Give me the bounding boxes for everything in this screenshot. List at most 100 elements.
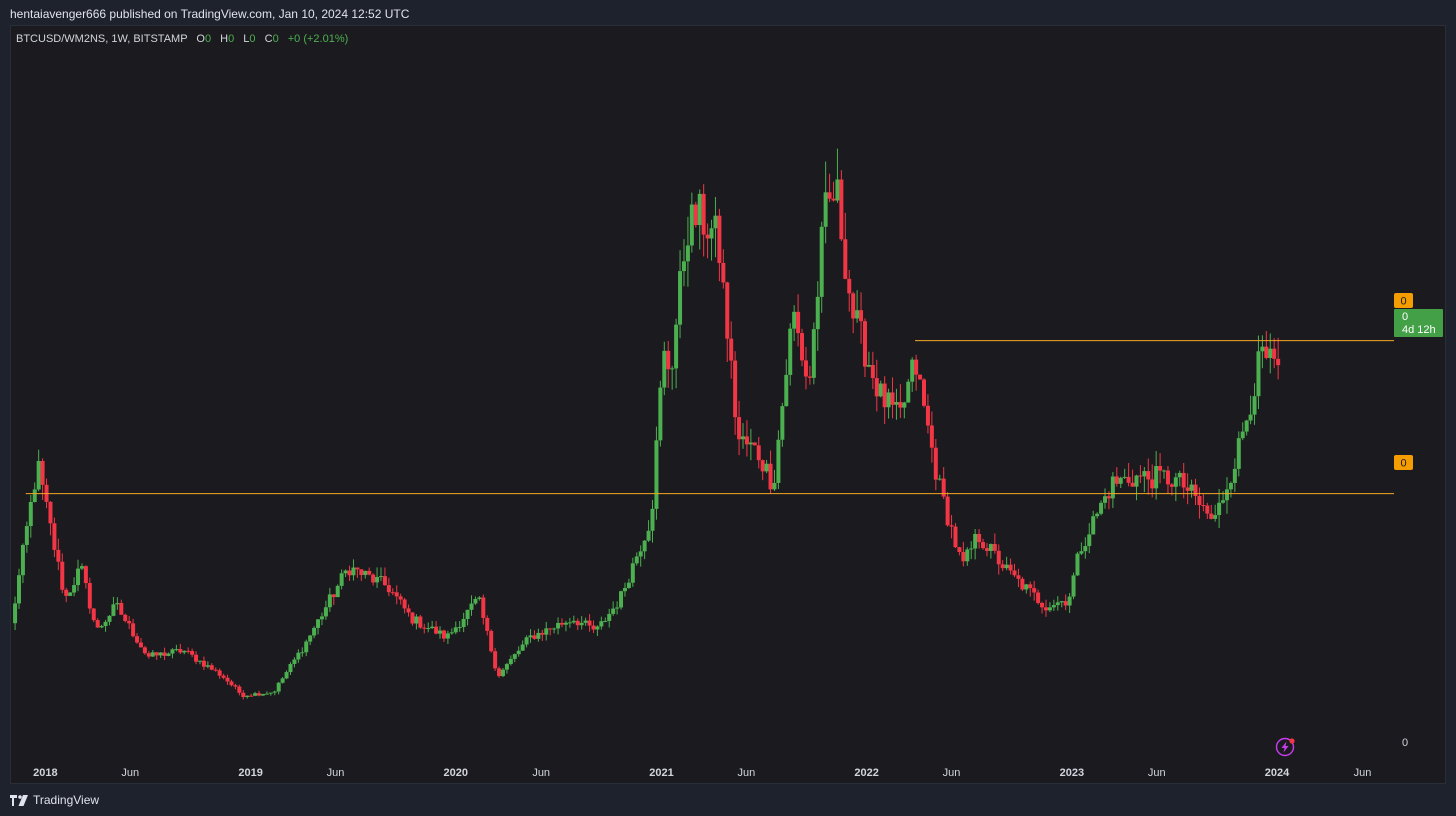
candle — [422, 623, 427, 634]
candle-body — [662, 350, 667, 388]
footer-brand[interactable]: TradingView — [10, 793, 99, 807]
candle-body — [500, 669, 505, 677]
candle — [595, 625, 600, 637]
candle-body — [213, 669, 218, 671]
candle — [461, 612, 466, 633]
candle — [1059, 600, 1064, 608]
candle-body — [205, 665, 210, 667]
candle-body — [1146, 471, 1151, 480]
candle — [768, 450, 773, 494]
candle — [843, 212, 848, 280]
candle-body — [1165, 470, 1170, 485]
candle — [1016, 568, 1021, 588]
candle — [772, 469, 777, 491]
candle-body — [441, 630, 446, 639]
candle-body — [1209, 513, 1214, 519]
candle-body — [481, 597, 486, 618]
candle — [929, 411, 934, 463]
candle-body — [1032, 588, 1037, 593]
candle-body — [630, 563, 635, 583]
candle — [1020, 576, 1025, 592]
candle — [48, 501, 53, 536]
candle-body — [264, 693, 269, 695]
candle-body — [327, 594, 332, 608]
candle — [973, 528, 978, 560]
candle — [567, 617, 572, 628]
candle-body — [756, 445, 761, 461]
candle-body — [992, 544, 997, 551]
candle-body — [831, 198, 836, 201]
candle-body — [465, 609, 470, 619]
candle — [272, 690, 277, 696]
candle-body — [249, 695, 254, 697]
candle-body — [1043, 607, 1048, 611]
candle — [748, 428, 753, 461]
lightning-alert-icon[interactable] — [1275, 737, 1295, 757]
candle-body — [713, 215, 718, 229]
candle — [516, 646, 521, 657]
candle — [225, 674, 230, 685]
candle-body — [615, 607, 620, 609]
candle-body — [772, 482, 777, 490]
candle-body — [965, 549, 970, 562]
candle-body — [685, 245, 690, 262]
candle-body — [988, 544, 993, 551]
candle-body — [371, 574, 376, 583]
candle — [323, 600, 328, 620]
candle — [634, 552, 639, 566]
candle — [941, 467, 946, 500]
candle — [1224, 477, 1229, 514]
candle — [245, 695, 250, 699]
candle — [1055, 596, 1060, 611]
candle-body — [776, 439, 781, 483]
candle-body — [894, 402, 899, 405]
candle — [1264, 331, 1269, 360]
candle-body — [780, 406, 785, 440]
candle-body — [906, 381, 911, 403]
candle — [201, 656, 206, 671]
candle-body — [1055, 602, 1060, 606]
candle — [560, 618, 564, 628]
candle — [1244, 419, 1249, 436]
candle — [319, 612, 324, 626]
candle — [1024, 583, 1029, 594]
candle — [217, 668, 222, 679]
candle-body — [209, 665, 214, 670]
candle — [815, 281, 820, 351]
candle-body — [744, 436, 749, 445]
candle — [489, 629, 494, 653]
candle-body — [284, 672, 289, 679]
candle-body — [182, 650, 187, 653]
candle — [174, 644, 179, 652]
candle-body — [378, 576, 383, 578]
candle-body — [1083, 546, 1088, 552]
candle-body — [64, 589, 69, 596]
candle — [619, 590, 624, 610]
candle — [607, 608, 612, 628]
candle — [666, 340, 671, 388]
candle — [209, 663, 214, 671]
candle — [300, 647, 305, 657]
candle — [1201, 493, 1206, 512]
candle-body — [1130, 482, 1135, 487]
candle — [1043, 599, 1048, 617]
chart-frame[interactable] — [10, 25, 1446, 784]
candle-body — [170, 649, 175, 654]
candle-body — [72, 585, 77, 593]
candle-body — [87, 583, 92, 609]
candle-body — [355, 567, 360, 570]
candle — [807, 365, 812, 385]
candle — [536, 628, 541, 642]
candle — [819, 221, 824, 313]
candle-body — [237, 686, 242, 693]
legend-open-label: O — [196, 33, 205, 45]
candle — [898, 384, 903, 418]
candle-body — [131, 623, 136, 637]
candle — [556, 617, 561, 635]
candle — [552, 627, 557, 634]
lower-level-label-bg — [1394, 455, 1413, 470]
candle-body — [241, 692, 246, 698]
candle-body — [996, 550, 1001, 565]
candle-body — [788, 328, 793, 375]
